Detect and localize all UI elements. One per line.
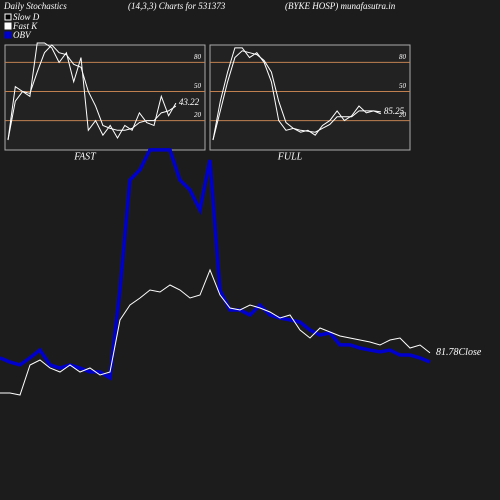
legend-label: OBV — [13, 30, 32, 40]
stoch-line — [7, 44, 177, 141]
stoch-line — [212, 50, 381, 141]
header-right: (BYKE HOSP) munafasutra.in — [285, 1, 396, 11]
panel — [209, 44, 411, 151]
legend-swatch — [4, 13, 12, 21]
legend-swatch — [4, 31, 12, 39]
y-tick-label: 20 — [399, 111, 407, 119]
header-left: Daily Stochastics — [3, 1, 67, 11]
obv-line — [0, 148, 431, 381]
close-line — [0, 268, 431, 396]
stoch-line — [212, 47, 382, 141]
panel-label: FAST — [73, 151, 97, 162]
stoch-line — [7, 42, 177, 141]
y-tick-label: 20 — [194, 111, 202, 119]
panel-annotation: 43.22 — [179, 97, 200, 107]
panel-annotation: 85.25 — [384, 106, 405, 116]
y-tick-label: 80 — [399, 53, 407, 61]
legend-swatch — [4, 22, 12, 30]
panel-label: FULL — [277, 151, 303, 162]
header-middle: (14,3,3) Charts for 531373 — [128, 1, 226, 11]
legend-label: Slow D — [13, 12, 40, 22]
y-tick-label: 80 — [194, 53, 202, 61]
close-label: 81.78Close — [436, 347, 482, 358]
y-tick-label: 50 — [399, 82, 407, 90]
legend-label: Fast K — [12, 21, 38, 31]
y-tick-label: 50 — [194, 82, 202, 90]
